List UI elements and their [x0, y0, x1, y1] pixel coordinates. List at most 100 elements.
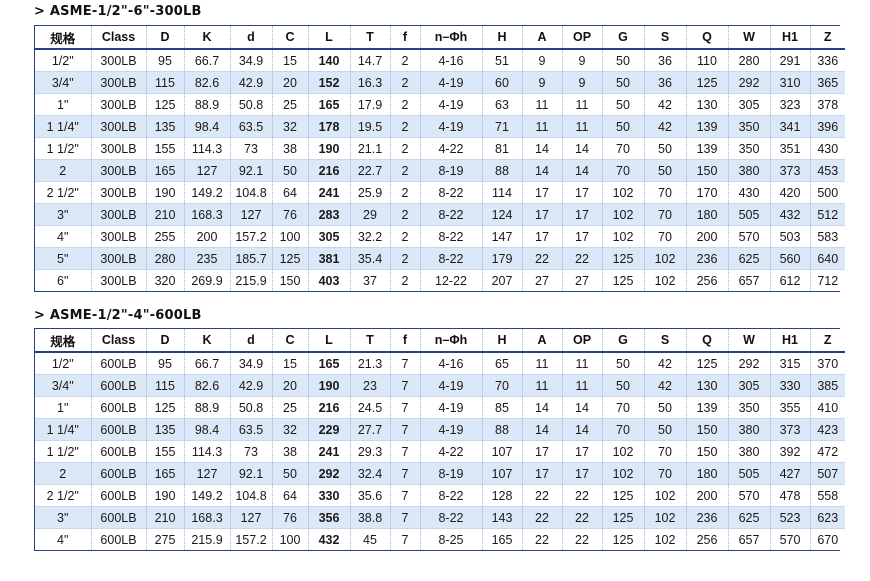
table-row: 3" 300LB 210 168.3 127 76 283 29 2 8-22 124 17 17 102… [35, 203, 845, 226]
table-cell: 135 [145, 418, 184, 441]
table-cell: 81 [481, 137, 522, 160]
table-cell: 315 [769, 352, 810, 375]
table-cell: 200 [183, 225, 230, 248]
table-cell: 50 [601, 115, 644, 138]
table-cell: 570 [727, 225, 770, 248]
table-cell: 32.2 [349, 225, 390, 248]
table-cell: 216 [307, 159, 350, 182]
table-cell: 70 [601, 396, 644, 419]
table-cell: 4-22 [419, 137, 482, 160]
table-cell: 22.7 [349, 159, 390, 182]
table-cell: 125 [601, 528, 644, 550]
table-cell: 170 [685, 181, 728, 204]
table-cell: 365 [809, 71, 845, 94]
table-cell: 600LB [90, 396, 146, 419]
table-cell: 149.2 [183, 484, 230, 507]
table-cell: 7 [389, 528, 420, 550]
table-cell: 98.4 [183, 418, 230, 441]
table-cell: 147 [481, 225, 522, 248]
table-cell: 11 [521, 374, 562, 397]
table-cell: 190 [145, 484, 184, 507]
table-cell: 503 [769, 225, 810, 248]
table-cell: 178 [307, 115, 350, 138]
table-row: 1 1/4" 300LB 135 98.4 63.5 32 178 19.5 2 4-19 71 11… [35, 115, 845, 138]
table-cell: 351 [769, 137, 810, 160]
table-cell: 505 [727, 203, 770, 226]
table-cell: 88 [481, 418, 522, 441]
table-cell: 125 [145, 93, 184, 116]
table-cell: 70 [643, 440, 686, 463]
table-cell: 149.2 [183, 181, 230, 204]
table-cell: 9 [521, 49, 562, 72]
table-cell: 155 [145, 440, 184, 463]
table-cell: 17 [561, 462, 602, 485]
table-cell: 100 [271, 528, 308, 550]
table-cell: 130 [685, 93, 728, 116]
table-cell: 92.1 [229, 462, 272, 485]
table-cell: 70 [601, 159, 644, 182]
table-cell: 1 1/2" [35, 440, 91, 463]
table-cell: 180 [685, 203, 728, 226]
table-cell: 657 [727, 528, 770, 550]
table-cell: 42.9 [229, 71, 272, 94]
table-cell: 185.7 [229, 247, 272, 270]
table-cell: 600LB [90, 440, 146, 463]
table-cell: 4-19 [419, 396, 482, 419]
table-cell: 17 [561, 203, 602, 226]
table-cell: 7 [389, 352, 420, 375]
table-cell: 396 [809, 115, 845, 138]
table-cell: 139 [685, 396, 728, 419]
table-cell: 1/2" [35, 352, 91, 375]
table-cell: 70 [643, 225, 686, 248]
column-header: C [271, 329, 308, 353]
column-header: H [481, 329, 522, 353]
table-cell: 125 [685, 71, 728, 94]
table-row: 1 1/4" 600LB 135 98.4 63.5 32 229 27.7 7 4-19 88 14… [35, 418, 845, 441]
column-header: Q [685, 329, 728, 353]
table-cell: 63.5 [229, 418, 272, 441]
table-cell: 14 [521, 137, 562, 160]
table-cell: 102 [601, 181, 644, 204]
table-cell: 600LB [90, 418, 146, 441]
table-cell: 229 [307, 418, 350, 441]
table-cell: 4-19 [419, 374, 482, 397]
table-cell: 114 [481, 181, 522, 204]
table-cell: 22 [521, 506, 562, 529]
table-cell: 124 [481, 203, 522, 226]
table-cell: 150 [685, 159, 728, 182]
table-cell: 4-19 [419, 115, 482, 138]
table-cell: 3/4" [35, 374, 91, 397]
table-cell: 2 [389, 137, 420, 160]
table-cell: 4-19 [419, 418, 482, 441]
table-cell: 370 [809, 352, 845, 375]
table-cell: 152 [307, 71, 350, 94]
section-title-300lb: > ASME-1/2"-6"-300LB [34, 4, 202, 19]
table-cell: 25.9 [349, 181, 390, 204]
table-cell: 32 [271, 115, 308, 138]
table-cell: 385 [809, 374, 845, 397]
table-cell: 42 [643, 352, 686, 375]
table-cell: 165 [307, 93, 350, 116]
table-cell: 165 [145, 462, 184, 485]
column-header: C [271, 26, 308, 50]
table-cell: 380 [727, 159, 770, 182]
table-cell: 70 [643, 181, 686, 204]
table-cell: 670 [809, 528, 845, 550]
column-header: W [727, 26, 770, 50]
table-row: 1" 300LB 125 88.9 50.8 25 165 17.9 2 4-19 63 11 11 50… [35, 93, 845, 116]
table-cell: 341 [769, 115, 810, 138]
table-cell: 104.8 [229, 181, 272, 204]
table-cell: 27 [521, 269, 562, 291]
table-cell: 8-22 [419, 225, 482, 248]
table-cell: 92.1 [229, 159, 272, 182]
table-row: 1/2" 600LB 95 66.7 34.9 15 165 21.3 7 4-16 65 11 11 5… [35, 352, 845, 375]
table-cell: 292 [307, 462, 350, 485]
table-cell: 373 [769, 159, 810, 182]
table-cell: 21.3 [349, 352, 390, 375]
table-cell: 350 [727, 396, 770, 419]
table-cell: 190 [307, 137, 350, 160]
table-cell: 70 [643, 462, 686, 485]
table-cell: 256 [685, 528, 728, 550]
table-cell: 453 [809, 159, 845, 182]
table-cell: 127 [183, 159, 230, 182]
